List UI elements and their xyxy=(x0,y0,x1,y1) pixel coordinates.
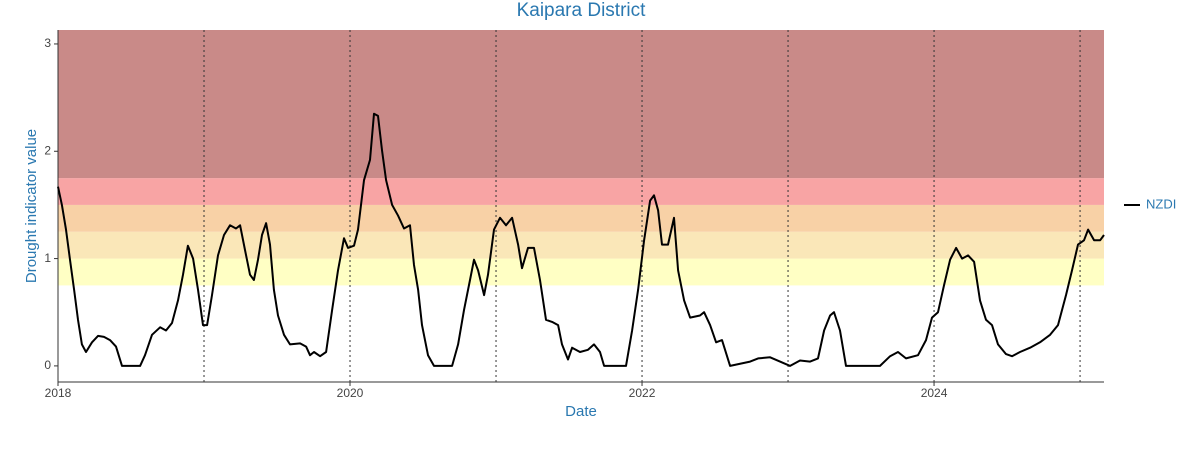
chart-title: Kaipara District xyxy=(517,0,647,21)
y-tick-label: 1 xyxy=(44,251,51,265)
x-tick-label: 2018 xyxy=(45,386,72,400)
threshold-band xyxy=(58,178,1104,205)
y-tick-label: 2 xyxy=(44,143,51,157)
x-tick-label: 2024 xyxy=(921,386,948,400)
threshold-band xyxy=(58,30,1104,179)
x-tick-label: 2020 xyxy=(337,386,364,400)
data-line xyxy=(57,112,1105,367)
threshold-band xyxy=(58,204,1104,232)
y-tick-label: 3 xyxy=(44,36,51,50)
y-tick-label: 0 xyxy=(44,358,51,372)
threshold-band xyxy=(58,231,1104,259)
y-axis-label: Drought indicator value xyxy=(23,129,40,283)
threshold-band xyxy=(58,258,1104,286)
x-tick-label: 2022 xyxy=(629,386,656,400)
legend-label: NZDI xyxy=(1146,196,1176,211)
x-axis-label: Date xyxy=(565,403,597,420)
